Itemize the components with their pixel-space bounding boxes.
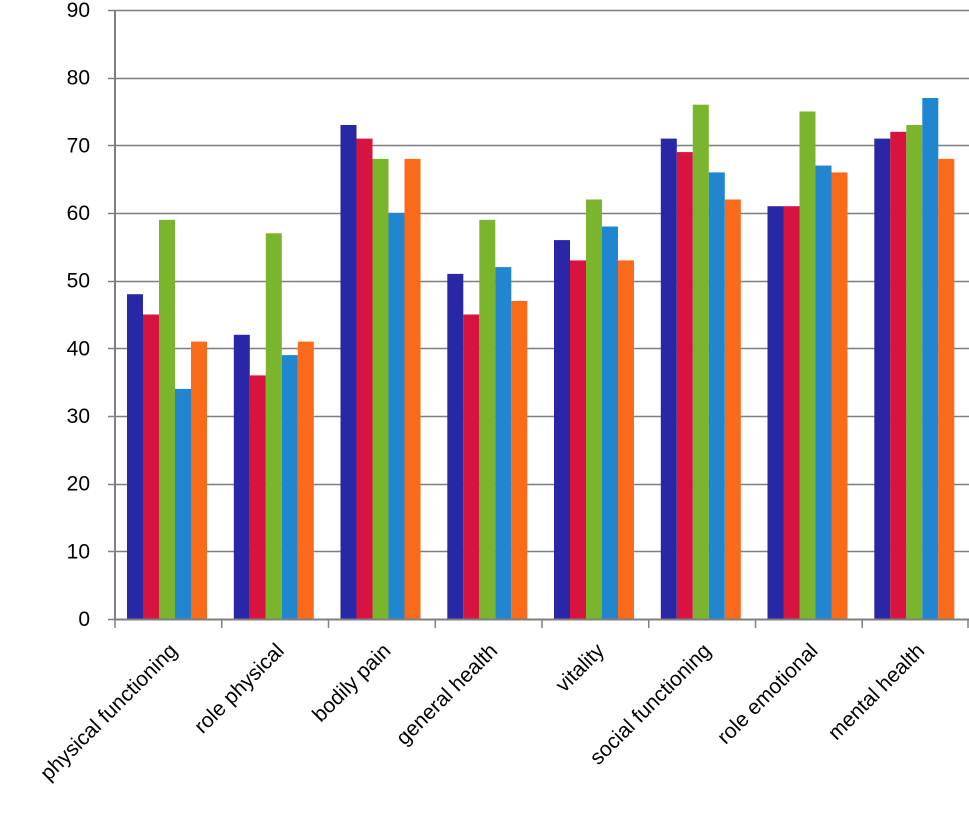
bar-5-5 <box>618 260 634 619</box>
bar-5-7 <box>831 172 848 619</box>
bar-4-7 <box>815 165 832 619</box>
bar-3-5 <box>586 199 602 619</box>
bar-4-1 <box>175 388 191 619</box>
bar-3-1 <box>159 219 175 620</box>
y-tick-label-70: 70 <box>67 134 90 157</box>
bar-2-7 <box>783 206 800 619</box>
bar-3-8 <box>906 125 923 619</box>
bar-5-1 <box>191 341 207 619</box>
x-tick-label-2: role physical <box>190 639 289 738</box>
bar-5-4 <box>511 301 528 619</box>
bar-4-8 <box>922 98 939 619</box>
bar-2-2 <box>249 375 266 619</box>
x-tick-label-7: role emotional <box>713 639 823 749</box>
bar-5-2 <box>297 341 314 619</box>
x-tick-label-8: mental health <box>824 639 929 744</box>
bar-2-4 <box>463 314 480 619</box>
bar-4-2 <box>281 355 298 619</box>
y-tick-label-80: 80 <box>67 67 90 90</box>
y-tick-label-50: 50 <box>67 270 90 293</box>
bar-1-5 <box>554 240 570 619</box>
bar-3-2 <box>265 233 282 620</box>
y-tick-label-0: 0 <box>78 608 90 631</box>
x-tick-labels: physical functioning role physical bodily … <box>36 639 929 785</box>
bar-4-3 <box>388 213 405 619</box>
bar-1-8 <box>874 138 891 619</box>
x-tick-label-5: vitality <box>551 639 609 697</box>
axes <box>108 9 969 628</box>
bar-2-5 <box>570 260 586 619</box>
bar-2-3 <box>356 138 373 619</box>
x-tick-label-4: general health <box>392 639 502 749</box>
y-tick-label-20: 20 <box>67 473 90 496</box>
bar-2-1 <box>143 314 159 619</box>
bar-2-6 <box>676 152 693 619</box>
x-tick-label-3: bodily pain <box>308 639 395 726</box>
y-tick-label-10: 10 <box>67 540 90 563</box>
bar-1-3 <box>340 125 357 619</box>
bar-1-6 <box>660 138 677 619</box>
bar-1-1 <box>127 294 143 619</box>
bar-1-4 <box>447 273 464 619</box>
bar-4-6 <box>708 172 725 619</box>
y-tick-label-30: 30 <box>67 405 90 428</box>
bar-5-6 <box>724 199 741 619</box>
bar-2-8 <box>890 131 907 620</box>
y-tick-labels: 0 10 20 30 40 50 60 70 80 90 <box>67 0 90 631</box>
bar-3-7 <box>799 111 816 619</box>
bar-1-2 <box>233 334 250 619</box>
bar-3-4 <box>479 219 496 620</box>
bar-4-4 <box>495 267 512 619</box>
x-tick-label-1: physical functioning <box>36 639 182 785</box>
bar-3-3 <box>372 158 389 619</box>
bar-5-3 <box>404 158 421 619</box>
bar-4-5 <box>602 226 618 619</box>
bar-1-7 <box>767 206 784 619</box>
bars <box>127 98 955 620</box>
y-tick-label-90: 90 <box>67 0 90 22</box>
y-tick-label-40: 40 <box>67 337 90 360</box>
bar-3-6 <box>692 104 709 619</box>
bar-5-8 <box>938 158 955 619</box>
y-tick-label-60: 60 <box>67 202 90 225</box>
